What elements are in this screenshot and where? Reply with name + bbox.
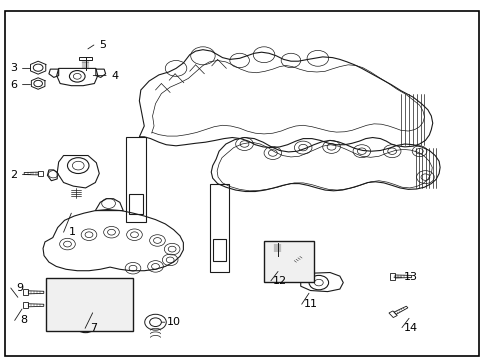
Circle shape bbox=[75, 317, 96, 333]
Text: 9: 9 bbox=[16, 283, 23, 293]
Polygon shape bbox=[63, 287, 74, 297]
Polygon shape bbox=[54, 292, 108, 310]
Text: 2: 2 bbox=[10, 170, 17, 180]
Circle shape bbox=[52, 297, 67, 308]
Circle shape bbox=[95, 296, 110, 307]
Text: 6: 6 bbox=[10, 80, 17, 90]
Text: 5: 5 bbox=[99, 40, 106, 50]
Text: 7: 7 bbox=[90, 323, 97, 333]
Text: 10: 10 bbox=[166, 317, 180, 327]
Bar bbox=[46, 278, 133, 331]
Text: 3: 3 bbox=[10, 63, 17, 73]
Text: 1: 1 bbox=[69, 227, 76, 237]
Bar bbox=[264, 241, 313, 282]
Text: 12: 12 bbox=[272, 276, 286, 286]
Text: 13: 13 bbox=[403, 272, 417, 282]
Text: 11: 11 bbox=[303, 299, 317, 309]
Text: 14: 14 bbox=[403, 323, 417, 333]
Text: 4: 4 bbox=[111, 71, 118, 81]
Text: 8: 8 bbox=[20, 315, 27, 325]
